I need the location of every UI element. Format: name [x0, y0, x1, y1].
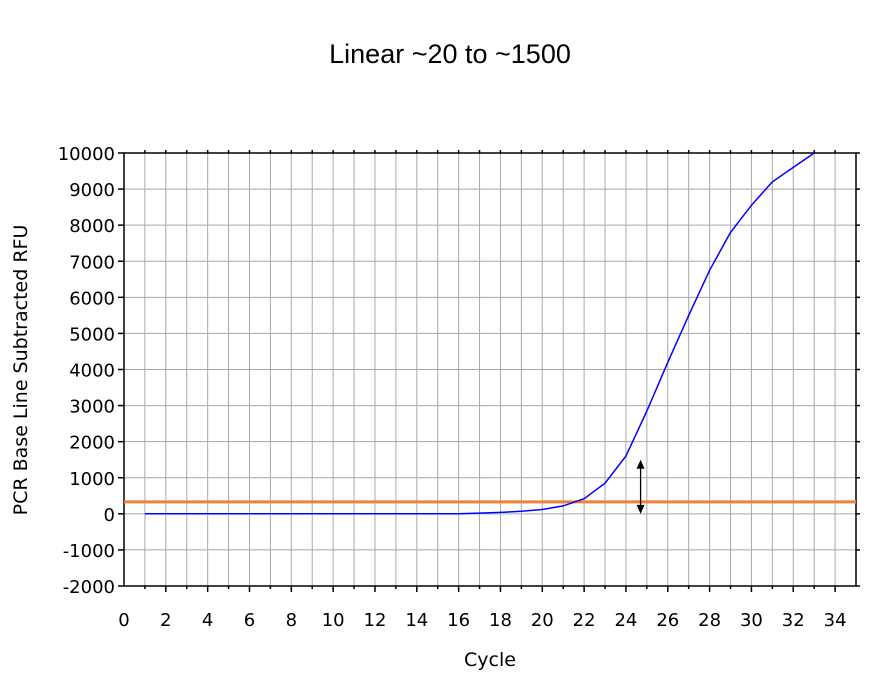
- y-tick-label: 1000: [69, 469, 115, 490]
- x-tick-label: 8: [286, 610, 297, 631]
- x-tick-label: 2: [160, 610, 171, 631]
- y-tick-label: -1000: [63, 541, 115, 562]
- y-tick-label: -2000: [63, 577, 115, 598]
- ticks: [118, 150, 860, 592]
- y-tick-label: 8000: [69, 216, 115, 237]
- y-tick-label: 10000: [58, 144, 115, 165]
- y-tick-label: 4000: [69, 361, 115, 382]
- y-tick-labels: 1000090008000700060005000400030002000100…: [58, 144, 115, 598]
- x-tick-label: 30: [740, 610, 763, 631]
- x-tick-label: 28: [698, 610, 721, 631]
- chart-title: Linear ~20 to ~1500: [329, 39, 571, 69]
- y-tick-label: 5000: [69, 324, 115, 345]
- arrow-head-down: [636, 504, 645, 514]
- y-axis-label: PCR Base Line Subtracted RFU: [10, 225, 32, 516]
- x-tick-label: 14: [405, 610, 428, 631]
- arrow-head-up: [636, 459, 645, 469]
- annotation-arrow: [636, 459, 645, 514]
- x-tick-label: 26: [656, 610, 679, 631]
- x-tick-label: 18: [489, 610, 512, 631]
- y-tick-label: 3000: [69, 397, 115, 418]
- x-tick-label: 10: [322, 610, 345, 631]
- x-tick-label: 6: [244, 610, 255, 631]
- x-tick-label: 12: [364, 610, 387, 631]
- x-tick-label: 24: [614, 610, 637, 631]
- x-tick-label: 20: [531, 610, 554, 631]
- x-tick-labels: 0 2 4 6 8 10 12 14 16 18 20 22 24 26 28 30 32 34: [118, 610, 846, 631]
- x-axis-label: Cycle: [464, 649, 516, 671]
- y-tick-label: 6000: [69, 288, 115, 309]
- grid: [124, 153, 856, 586]
- y-tick-label: 9000: [69, 180, 115, 201]
- x-tick-label: 34: [824, 610, 847, 631]
- series-line: [144, 152, 815, 515]
- x-tick-label: 32: [782, 610, 805, 631]
- x-tick-label: 16: [447, 610, 470, 631]
- y-tick-label: 7000: [69, 252, 115, 273]
- y-tick-label: 2000: [69, 433, 115, 454]
- x-tick-label: 22: [573, 610, 596, 631]
- plot-frame: [123, 152, 857, 587]
- x-tick-label: 4: [202, 610, 213, 631]
- y-tick-label: 0: [104, 505, 115, 526]
- x-tick-label: 0: [118, 610, 129, 631]
